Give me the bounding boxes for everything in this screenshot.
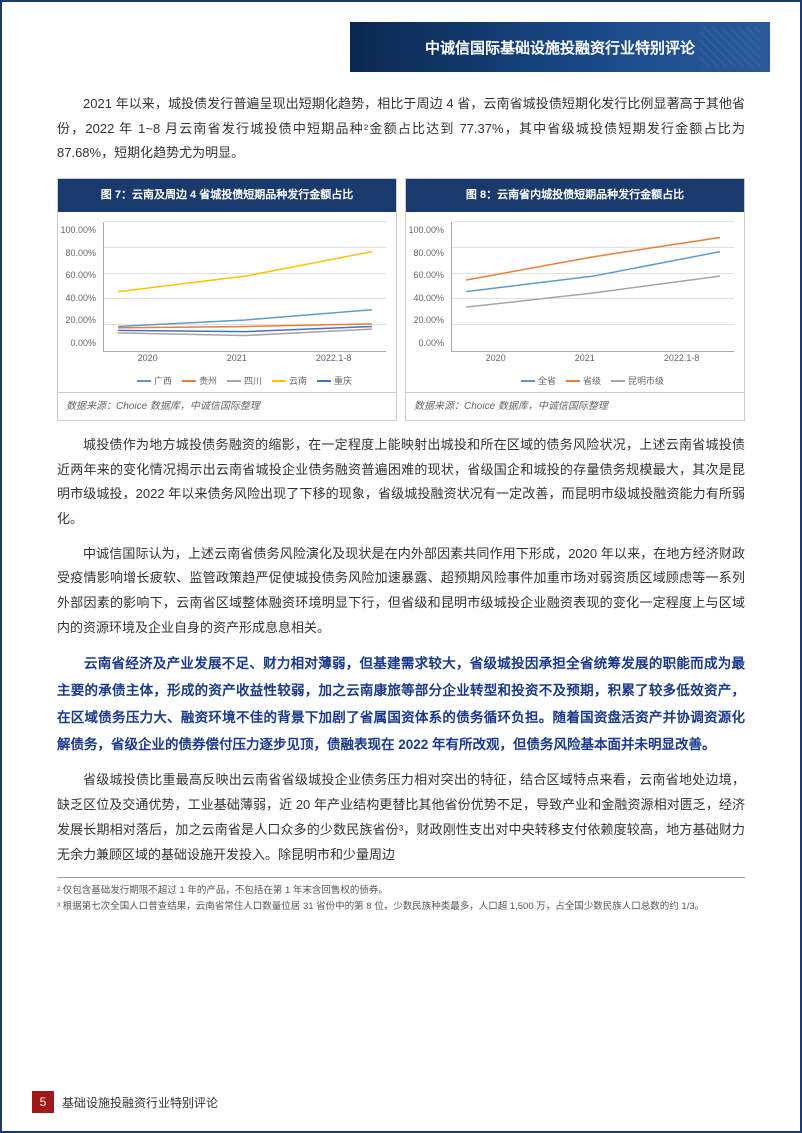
- chart-8-box: 图 8：云南省内城投债短期品种发行金额占比 100.00%80.00%60.00…: [405, 178, 745, 421]
- chart-7-title: 图 7：云南及周边 4 省城投债短期品种发行金额占比: [58, 179, 396, 212]
- chart-8-title: 图 8：云南省内城投债短期品种发行金额占比: [406, 179, 744, 212]
- chart-7-box: 图 7：云南及周边 4 省城投债短期品种发行金额占比 100.00%80.00%…: [57, 178, 397, 421]
- paragraph-3: 中诚信国际认为，上述云南省债务风险演化及现状是在内外部因素共同作用下形成，202…: [57, 542, 745, 641]
- header-banner-text: 中诚信国际基础设施投融资行业特别评论: [425, 37, 695, 58]
- paragraph-4: 省级城投债比重最高反映出云南省省级城投企业债务压力相对突出的特征，结合区域特点来…: [57, 768, 745, 867]
- charts-row: 图 7：云南及周边 4 省城投债短期品种发行金额占比 100.00%80.00%…: [57, 178, 745, 421]
- chart-7-source: 数据来源：Choice 数据库，中诚信国际整理: [58, 392, 396, 420]
- footer-text: 基础设施投融资行业特别评论: [62, 1094, 218, 1111]
- chart-8-area: 100.00%80.00%60.00%40.00%20.00%0.00%2020…: [406, 212, 744, 392]
- paragraph-2: 城投债作为地方城投债务融资的缩影，在一定程度上能映射出城投和所在区域的债务风险状…: [57, 433, 745, 532]
- content-area: 2021 年以来，城投债发行普遍呈现出短期化趋势，相比于周边 4 省，云南省城投…: [57, 92, 745, 913]
- footer: 5 基础设施投融资行业特别评论: [32, 1091, 218, 1113]
- footnotes: ² 仅包含基础发行期限不超过 1 年的产品，不包括在第 1 年末含回售权的债券。…: [57, 877, 745, 913]
- footnote-3: ³ 根据第七次全国人口普查结果，云南省常住人口数量位居 31 省份中的第 8 位…: [57, 900, 745, 913]
- footer-page-number: 5: [32, 1091, 54, 1113]
- highlight-paragraph: 云南省经济及产业发展不足、财力相对薄弱，但基建需求较大，省级城投因承担全省统筹发…: [57, 650, 745, 758]
- header-banner: 中诚信国际基础设施投融资行业特别评论: [350, 22, 770, 72]
- chart-8-source: 数据来源：Choice 数据库，中诚信国际整理: [406, 392, 744, 420]
- chart-7-area: 100.00%80.00%60.00%40.00%20.00%0.00%2020…: [58, 212, 396, 392]
- paragraph-1: 2021 年以来，城投债发行普遍呈现出短期化趋势，相比于周边 4 省，云南省城投…: [57, 92, 745, 166]
- footnote-2: ² 仅包含基础发行期限不超过 1 年的产品，不包括在第 1 年末含回售权的债券。: [57, 884, 745, 897]
